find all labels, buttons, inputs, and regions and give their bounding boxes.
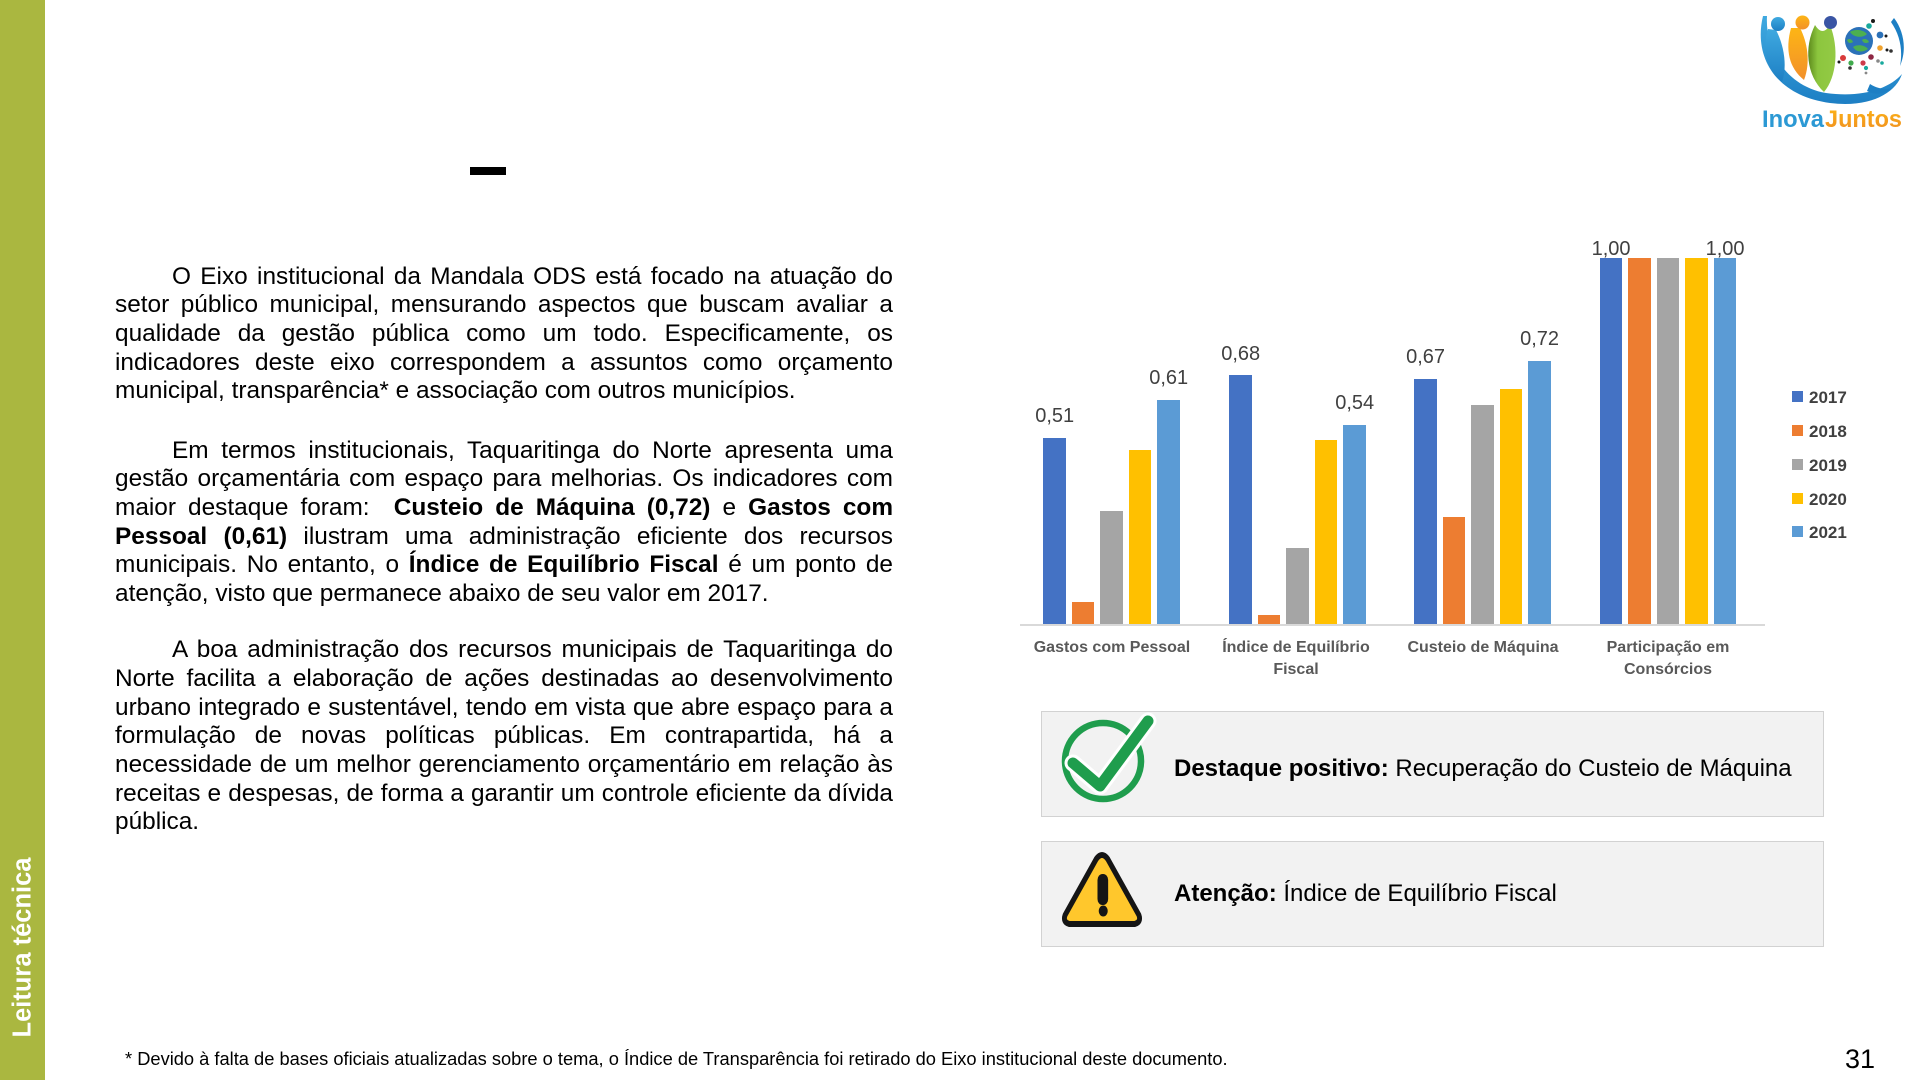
svg-text:Inova: Inova xyxy=(1762,106,1825,133)
svg-text:Juntos: Juntos xyxy=(1825,106,1902,133)
